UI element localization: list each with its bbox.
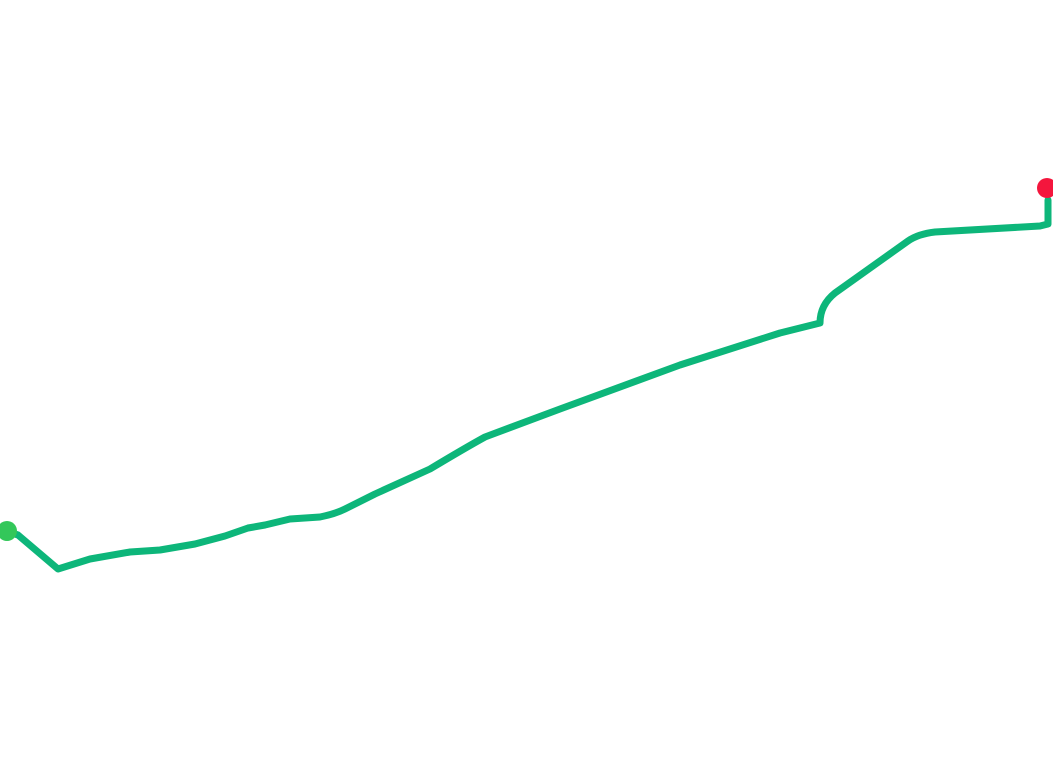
route-line [2,196,1052,573]
start-marker [0,521,17,541]
end-marker [1037,178,1053,198]
